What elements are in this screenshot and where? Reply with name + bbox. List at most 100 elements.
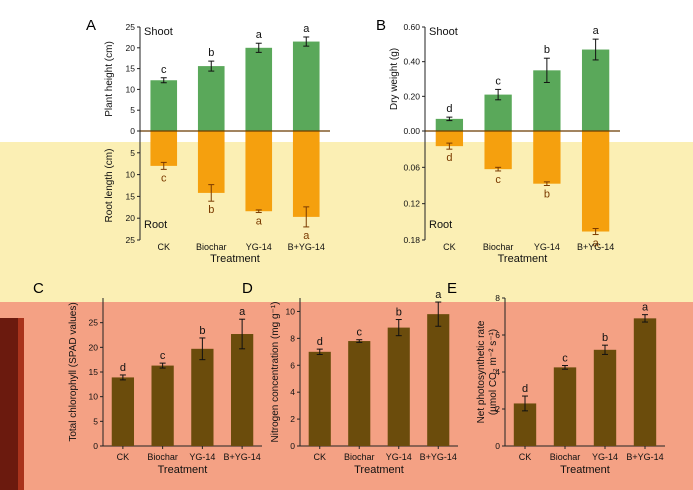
panel-c-tick-label: 5: [93, 416, 98, 426]
panel-a-root-bar: [245, 131, 273, 212]
panel-d-tick-label: 6: [290, 360, 295, 370]
panel-e-category-label: YG-14: [592, 452, 618, 462]
panel-d-category-label: Biochar: [344, 452, 375, 462]
panel-e-category-label: Biochar: [550, 452, 581, 462]
panel-b-category-label: YG-14: [534, 242, 560, 252]
panel-c-ylabel: Total chlorophyll (SPAD values): [68, 302, 79, 441]
panel-a-shoot-sig-letter: b: [208, 47, 214, 59]
panel-e-tick-label: 2: [495, 404, 500, 414]
panel-d-category-label: CK: [313, 452, 326, 462]
panel-a-shoot-bar: [197, 66, 225, 131]
panel-c-tick-label: 20: [89, 342, 99, 352]
panel-b-zero-tick-label: 0.00: [403, 126, 420, 136]
panel-a-shoot-sig-letter: a: [303, 23, 310, 35]
panel-d-sig-letter: a: [435, 289, 442, 301]
panel-b-root-label: Root: [429, 219, 452, 231]
panel-c-tick-label: 0: [93, 441, 98, 451]
panel-d-category-label: B+YG-14: [420, 452, 457, 462]
panel-a-xlabel: Treatment: [210, 253, 260, 265]
panel-d-xlabel: Treatment: [354, 464, 404, 476]
panel-d-bar: [308, 351, 331, 446]
panel-c-letter: C: [33, 280, 44, 297]
panel-a-top-tick-label: 15: [126, 64, 136, 74]
panel-b-root-bar: [435, 131, 464, 147]
panel-d-bar: [387, 327, 410, 446]
panel-c-bar: [111, 377, 135, 446]
panel-c-xlabel: Treatment: [158, 464, 208, 476]
panel-a-root-sig-letter: a: [256, 216, 263, 228]
left-dark-strip: [0, 318, 18, 490]
panel-d-sig-letter: c: [357, 327, 363, 339]
panel-b-top-ylabel: Dry weight (g): [389, 48, 400, 110]
panel-c-category-label: YG-14: [189, 452, 215, 462]
panel-b-root-bar: [484, 131, 512, 170]
panel-a-bottom-tick-label: 10: [126, 170, 136, 180]
panel-b-shoot-sig-letter: c: [495, 75, 501, 87]
panel-a-category-label: Biochar: [196, 242, 227, 252]
panel-e-ylabel-line1: Net photosynthetic rate: [476, 320, 487, 423]
panel-b-category-label: Biochar: [483, 242, 514, 252]
panel-e-ylabel-line2: (µmol CO₂ m⁻² s⁻¹): [488, 329, 499, 415]
panel-b-category-label: CK: [443, 242, 456, 252]
panel-e-sig-letter: b: [602, 332, 608, 344]
panel-c-sig-letter: a: [239, 306, 246, 318]
panel-a-bottom-ylabel: Root length (cm): [104, 149, 115, 223]
panel-b-bottom-tick-label: 0.12: [403, 199, 420, 209]
panel-b-top-tick-label: 0.60: [403, 22, 420, 32]
panel-d-tick-label: 2: [290, 414, 295, 424]
panel-a-root-bar: [292, 131, 320, 217]
panel-a-root-sig-letter: b: [208, 204, 214, 216]
panel-d-tick-label: 4: [290, 387, 295, 397]
panel-a-root-bar: [150, 131, 178, 166]
panel-a-bottom-tick-label: 20: [126, 213, 136, 223]
panel-a-top-tick-label: 25: [126, 22, 136, 32]
panel-d-ylabel: Nitrogen concentration (mg g⁻¹): [270, 302, 281, 443]
panel-e-category-label: CK: [519, 452, 532, 462]
panel-e-sig-letter: a: [642, 302, 649, 314]
panel-d-tick-label: 0: [290, 441, 295, 451]
panel-a-bottom-tick-label: 5: [130, 148, 135, 158]
panel-a-category-label: CK: [157, 242, 170, 252]
panel-b-letter: B: [376, 17, 386, 34]
panel-a-root-sig-letter: a: [303, 230, 310, 242]
panel-d-category-label: YG-14: [386, 452, 412, 462]
panel-e-tick-label: 6: [495, 330, 500, 340]
panel-a-shoot-bar: [292, 41, 320, 132]
panel-a-zero-tick-label: 0: [130, 126, 135, 136]
panel-a-category-label: YG-14: [246, 242, 272, 252]
panel-c-tick-label: 15: [89, 367, 99, 377]
panel-b-root-bar: [581, 131, 610, 232]
panel-c-bar: [230, 334, 254, 446]
panel-e-sig-letter: d: [522, 383, 528, 395]
panel-e-tick-label: 8: [495, 293, 500, 303]
panel-b-shoot-bar: [435, 118, 464, 131]
panel-b-root-sig-letter: b: [544, 189, 550, 201]
panel-b-bottom-tick-label: 0.06: [403, 162, 420, 172]
panel-b-shoot-sig-letter: d: [446, 103, 452, 115]
panel-a-shoot-sig-letter: a: [256, 29, 263, 41]
panel-c-sig-letter: d: [120, 362, 126, 374]
panel-e-bar: [633, 318, 657, 446]
panel-c-category-label: B+YG-14: [223, 452, 260, 462]
panel-a-bottom-tick-label: 25: [126, 235, 136, 245]
panel-a-top-tick-label: 5: [130, 105, 135, 115]
panel-c-tick-label: 25: [89, 318, 99, 328]
panel-c-category-label: CK: [117, 452, 130, 462]
panel-a-root-bar: [197, 131, 225, 193]
panel-b-xlabel: Treatment: [498, 253, 548, 265]
panel-a-shoot-sig-letter: c: [161, 64, 167, 76]
panel-e-tick-label: 4: [495, 367, 500, 377]
panel-a-bottom-tick-label: 15: [126, 191, 136, 201]
panel-b-root-sig-letter: a: [593, 238, 600, 250]
panel-e-bar: [553, 367, 577, 446]
panel-b-bottom-tick-label: 0.18: [403, 235, 420, 245]
panel-d-letter: D: [242, 280, 253, 297]
panel-b-category-label: B+YG-14: [577, 242, 614, 252]
panel-b-shoot-bar: [581, 49, 610, 131]
panel-c-sig-letter: b: [199, 325, 205, 337]
panel-b-shoot-label: Shoot: [429, 26, 458, 38]
panel-b-shoot-bar: [484, 94, 512, 131]
panel-d-tick-label: 8: [290, 333, 295, 343]
panel-d-sig-letter: d: [317, 336, 323, 348]
